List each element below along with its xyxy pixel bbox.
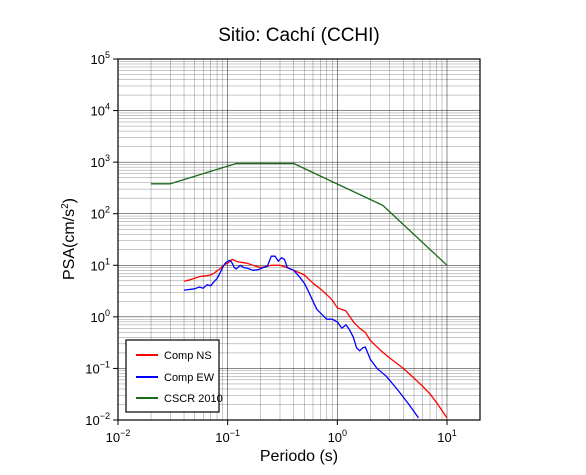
y-tick-label: 105 (91, 50, 110, 67)
y-tick-label: 103 (91, 153, 110, 170)
y-tick-exponent: −1 (100, 359, 110, 369)
y-tick-label: 101 (91, 256, 110, 273)
x-tick-exponent: 1 (452, 428, 457, 438)
x-tick-exponent: −1 (230, 428, 240, 438)
y-tick-base: 10 (91, 258, 105, 273)
y-tick-label: 102 (91, 205, 110, 222)
y-tick-base: 10 (91, 104, 105, 119)
y-tick-exponent: −2 (100, 411, 110, 421)
y-axis-label: PSA(cm/s2) (60, 198, 78, 280)
chart-title: Sitio: Cachí (CCHI) (218, 25, 380, 46)
y-axis-label-end: ) (61, 198, 78, 203)
y-tick-label: 104 (91, 102, 110, 119)
y-tick-base: 10 (91, 155, 105, 170)
y-tick-base: 10 (91, 310, 105, 325)
series-layer (151, 162, 448, 419)
y-axis-label-superscript: 2 (60, 203, 71, 209)
x-tick-exponent: 0 (342, 428, 347, 438)
legend: Comp NS Comp EW CSCR 2010 (125, 339, 223, 413)
series-line-comp-ns (183, 258, 448, 419)
y-tick-exponent: 2 (105, 205, 110, 215)
y-tick-label: 100 (91, 308, 110, 325)
x-tick-label: 10−2 (106, 428, 131, 445)
y-tick-base: 10 (91, 52, 105, 67)
grid-lines (118, 59, 480, 420)
y-tick-label: 10−1 (85, 359, 110, 376)
y-axis-label-base: PSA(cm/s (61, 209, 78, 280)
y-tick-base: 10 (91, 207, 105, 222)
y-tick-label: 10−2 (85, 411, 110, 428)
x-tick-base: 10 (106, 430, 120, 445)
y-tick-exponent: 0 (105, 308, 110, 318)
x-axis: 10−2 10−1 100 101 (106, 420, 457, 445)
y-tick-exponent: 4 (105, 102, 110, 112)
x-tick-label: 10−1 (215, 428, 240, 445)
x-tick-base: 10 (215, 430, 229, 445)
x-tick-exponent: −2 (120, 428, 130, 438)
y-tick-exponent: 1 (105, 256, 110, 266)
x-tick-base: 10 (328, 430, 342, 445)
x-tick-base: 10 (437, 430, 451, 445)
y-tick-exponent: 5 (105, 50, 110, 60)
plot-frame (117, 58, 481, 421)
legend-label-ew: Comp EW (164, 372, 215, 384)
x-tick-label: 100 (328, 428, 347, 445)
x-tick-label: 101 (437, 428, 456, 445)
series-line-comp-ew (183, 255, 420, 419)
y-tick-exponent: 3 (105, 153, 110, 163)
legend-label-cscr: CSCR 2010 (164, 393, 223, 405)
series-line-cscr-2010 (151, 162, 448, 266)
y-tick-base: 10 (85, 413, 99, 428)
x-axis-label: Periodo (s) (260, 448, 338, 465)
y-tick-base: 10 (85, 361, 99, 376)
legend-label-ns: Comp NS (164, 350, 212, 362)
